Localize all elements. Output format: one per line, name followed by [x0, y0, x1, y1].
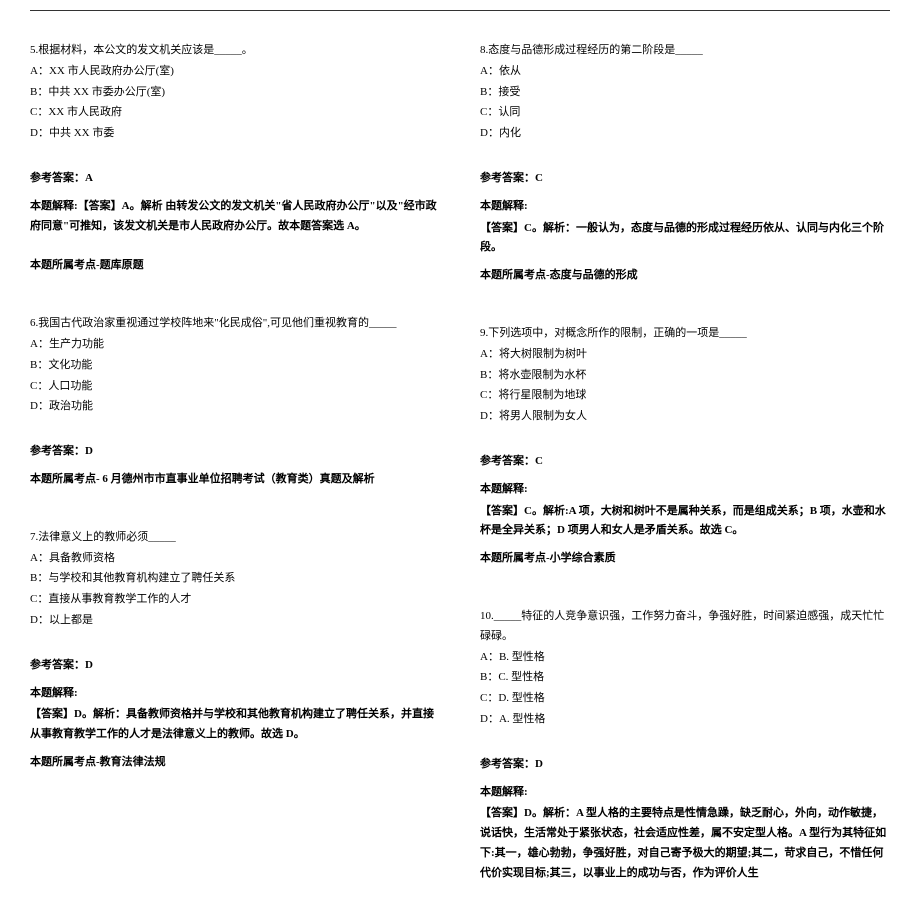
option-c: C：将行星限制为地球	[480, 386, 890, 406]
two-column-layout: 5.根据材料，本公文的发文机关应该是_____。 A：XX 市人民政府办公厅(室…	[0, 41, 920, 908]
question-stem: 8.态度与品德形成过程经历的第二阶段是_____	[480, 41, 890, 61]
option-d: D：政治功能	[30, 397, 440, 417]
question-stem: 5.根据材料，本公文的发文机关应该是_____。	[30, 41, 440, 61]
option-a: A：具备教师资格	[30, 549, 440, 569]
answer-label: 参考答案：D	[30, 442, 440, 462]
explain-label: 本题解释:	[480, 197, 890, 217]
option-a: A：依从	[480, 62, 890, 82]
question-9: 9.下列选项中，对概念所作的限制，正确的一项是_____ A：将大树限制为树叶 …	[480, 324, 890, 569]
option-b: B：C. 型性格	[480, 668, 890, 688]
option-a: A：XX 市人民政府办公厅(室)	[30, 62, 440, 82]
question-stem: 7.法律意义上的教师必须_____	[30, 528, 440, 548]
answer-label: 参考答案：A	[30, 169, 440, 189]
question-stem: 10._____特征的人竞争意识强，工作努力奋斗，争强好胜，时间紧迫感强，成天忙…	[480, 607, 890, 647]
option-c: C：D. 型性格	[480, 689, 890, 709]
option-d: D：内化	[480, 124, 890, 144]
option-a: A：生产力功能	[30, 335, 440, 355]
option-b: B：接受	[480, 83, 890, 103]
answer-label: 参考答案：D	[30, 656, 440, 676]
option-d: D：中共 XX 市委	[30, 124, 440, 144]
topic: 本题所属考点-小学综合素质	[480, 549, 890, 569]
explain-label: 本题解释:	[30, 684, 440, 704]
question-7: 7.法律意义上的教师必须_____ A：具备教师资格 B：与学校和其他教育机构建…	[30, 528, 440, 773]
explain-label: 本题解释:	[30, 200, 78, 212]
topic: 本题所属考点- 6 月德州市市直事业单位招聘考试（教育类）真题及解析	[30, 470, 440, 490]
explain-text: 【答案】A。解析 由转发公文的发文机关"省人民政府办公厅"以及"经市政府同意"可…	[30, 200, 437, 232]
explain-label: 本题解释:	[480, 480, 890, 500]
explanation: 本题解释:【答案】A。解析 由转发公文的发文机关"省人民政府办公厅"以及"经市政…	[30, 197, 440, 237]
option-c: C：直接从事教育教学工作的人才	[30, 590, 440, 610]
explain-text: 【答案】C。解析：一般认为，态度与品德的形成过程经历依从、认同与内化三个阶段。	[480, 219, 890, 259]
explain-text: 【答案】D。解析：A 型人格的主要特点是性情急躁，缺乏耐心，外向，动作敏捷，说话…	[480, 804, 890, 883]
option-a: A：将大树限制为树叶	[480, 345, 890, 365]
question-5: 5.根据材料，本公文的发文机关应该是_____。 A：XX 市人民政府办公厅(室…	[30, 41, 440, 276]
topic: 本题所属考点-教育法律法规	[30, 753, 440, 773]
option-d: D：将男人限制为女人	[480, 407, 890, 427]
answer-label: 参考答案：C	[480, 169, 890, 189]
question-stem: 6.我国古代政治家重视通过学校阵地来"化民成俗",可见他们重视教育的_____	[30, 314, 440, 334]
left-column: 5.根据材料，本公文的发文机关应该是_____。 A：XX 市人民政府办公厅(室…	[30, 41, 460, 908]
topic: 本题所属考点-态度与品德的形成	[480, 266, 890, 286]
question-10: 10._____特征的人竞争意识强，工作努力奋斗，争强好胜，时间紧迫感强，成天忙…	[480, 607, 890, 884]
explain-text: 【答案】C。解析:A 项，大树和树叶不是属种关系，而是组成关系；B 项，水壶和水…	[480, 502, 890, 542]
option-d: D：A. 型性格	[480, 710, 890, 730]
question-stem: 9.下列选项中，对概念所作的限制，正确的一项是_____	[480, 324, 890, 344]
option-c: C：认同	[480, 103, 890, 123]
right-column: 8.态度与品德形成过程经历的第二阶段是_____ A：依从 B：接受 C：认同 …	[460, 41, 890, 908]
option-c: C：人口功能	[30, 377, 440, 397]
option-b: B：将水壶限制为水杯	[480, 366, 890, 386]
option-c: C：XX 市人民政府	[30, 103, 440, 123]
option-d: D：以上都是	[30, 611, 440, 631]
answer-label: 参考答案：D	[480, 755, 890, 775]
option-b: B：中共 XX 市委办公厅(室)	[30, 83, 440, 103]
answer-label: 参考答案：C	[480, 452, 890, 472]
explain-label: 本题解释:	[480, 783, 890, 803]
horizontal-rule	[30, 10, 890, 11]
option-b: B：文化功能	[30, 356, 440, 376]
explain-text: 【答案】D。解析：具备教师资格并与学校和其他教育机构建立了聘任关系，并直接从事教…	[30, 705, 440, 745]
question-6: 6.我国古代政治家重视通过学校阵地来"化民成俗",可见他们重视教育的_____ …	[30, 314, 440, 490]
question-8: 8.态度与品德形成过程经历的第二阶段是_____ A：依从 B：接受 C：认同 …	[480, 41, 890, 286]
topic: 本题所属考点-题库原题	[30, 256, 440, 276]
option-b: B：与学校和其他教育机构建立了聘任关系	[30, 569, 440, 589]
